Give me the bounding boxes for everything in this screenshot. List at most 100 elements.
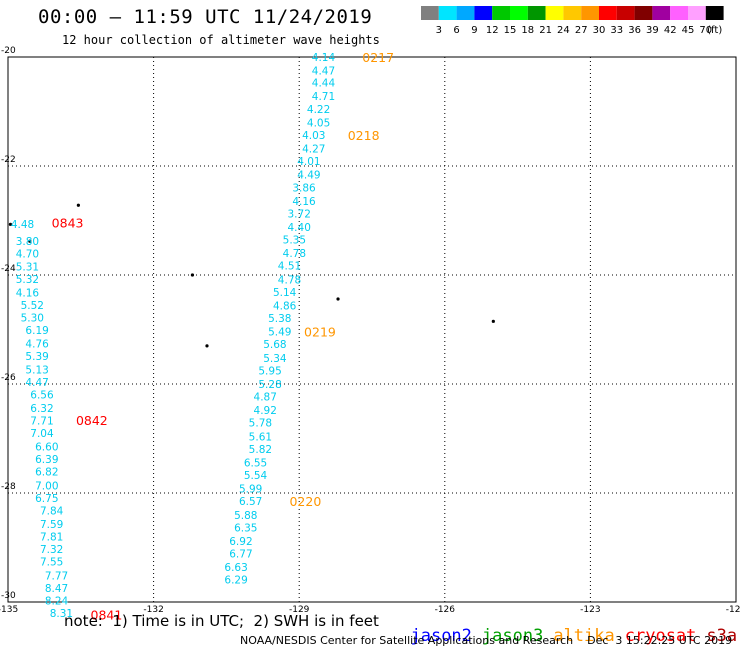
color-scale-tick: 24: [557, 25, 570, 36]
wave-height-label: 6.35: [234, 522, 257, 534]
color-scale-tick: 12: [486, 25, 499, 36]
color-swatch: [581, 6, 599, 20]
satellite-legend: jason2 jason3 altika cryosat s3a: [390, 606, 740, 646]
color-scale-tick: 39: [646, 25, 659, 36]
color-scale-tick: 27: [575, 25, 588, 36]
color-scale-tick: 6: [453, 25, 459, 36]
color-swatch: [421, 6, 439, 20]
island-dot: [336, 297, 340, 301]
wave-height-label: 6.92: [229, 536, 252, 548]
wave-height-label: 5.32: [16, 274, 39, 286]
color-swatch: [616, 6, 635, 20]
wave-height-label: 7.59: [40, 519, 63, 531]
wave-height-label: 4.86: [273, 301, 297, 313]
wave-height-label: 4.47: [312, 66, 335, 78]
y-tick-label: -20: [1, 46, 16, 56]
color-scale-tick: 30: [593, 25, 606, 36]
color-scale-tick: 21: [539, 25, 552, 36]
y-tick-label: -24: [1, 264, 16, 274]
legend-s3a: s3a: [706, 626, 738, 646]
wave-height-label: 5.68: [263, 339, 286, 351]
color-scale-tick: 33: [610, 25, 623, 36]
wave-height-label: 5.30: [21, 313, 44, 325]
pass-time-label: 0219: [304, 325, 336, 340]
wave-height-label: 4.48: [11, 219, 34, 231]
color-swatch: [492, 6, 510, 20]
wave-height-label: 4.44: [312, 78, 336, 90]
wave-height-label: 3.80: [16, 236, 39, 248]
wave-height-label: 6.57: [239, 496, 262, 508]
legend-cryosat: cryosat: [624, 626, 697, 646]
island-dot: [76, 203, 80, 207]
wave-height-label: 8.31: [50, 608, 73, 620]
pass-time-label: 0842: [76, 413, 108, 428]
color-scale-tick: 3: [436, 25, 442, 36]
wave-height-label: 6.82: [35, 467, 58, 479]
wave-height-label: 4.78: [278, 274, 301, 286]
wave-height-label: 6.19: [25, 325, 48, 337]
wave-height-label: 4.22: [307, 104, 330, 116]
wave-height-label: 4.78: [283, 248, 306, 260]
island-dot: [190, 273, 195, 277]
y-tick-label: -22: [1, 155, 16, 165]
legend-jason3: jason3: [481, 626, 544, 646]
legend-jason2: jason2: [410, 626, 472, 646]
color-swatch: [527, 6, 546, 20]
pass-time-label: 0220: [289, 494, 321, 509]
wave-height-label: 5.82: [249, 444, 272, 456]
wave-height-label: 7.00: [35, 480, 58, 492]
wave-height-label: 5.88: [234, 510, 257, 522]
pass-time-label: 0217: [362, 50, 394, 65]
wave-height-label: 6.77: [229, 548, 252, 560]
color-swatch: [510, 6, 528, 20]
wave-height-label: 4.27: [302, 144, 325, 156]
y-tick-label: -28: [1, 482, 16, 492]
x-tick-label: -126: [435, 605, 456, 615]
y-tick-label: -26: [1, 373, 16, 383]
page-title: 00:00 — 11:59 UTC 11/24/2019: [38, 6, 373, 28]
wave-height-label: 4.76: [25, 339, 49, 351]
wave-height-label: 4.47: [25, 377, 48, 389]
x-tick-label: -129: [289, 605, 310, 615]
units-note: note: 1) Time is in UTC; 2) SWH is in fe…: [64, 612, 379, 630]
wave-height-label: 4.51: [278, 261, 301, 273]
color-scale-bar: 3 6 9 12 15 18 21 24 27 30 33 36 39 42 45 70(ft): [421, 6, 724, 36]
wave-height-label: 3.72: [288, 208, 311, 220]
wave-height-label: 5.38: [268, 313, 291, 325]
wave-height-label: 6.63: [224, 562, 247, 574]
wave-height-label: 4.70: [16, 249, 39, 261]
pass-time-label: 0218: [348, 128, 380, 143]
page-subtitle: 12 hour collection of altimeter wave hei…: [62, 33, 380, 47]
wave-height-label: 5.14: [273, 287, 297, 299]
wave-height-label: 7.81: [40, 532, 63, 544]
color-scale-tick: 36: [628, 25, 641, 36]
color-scale-tick: 18: [521, 25, 534, 36]
color-swatch: [474, 6, 493, 20]
island-dot: [491, 319, 495, 323]
x-tick-label: -135: [0, 605, 18, 615]
wave-height-label: 5.35: [283, 235, 306, 247]
wave-height-label: 7.71: [30, 416, 53, 428]
wave-height-label: 5.34: [263, 353, 287, 365]
wave-height-label: 6.39: [35, 454, 58, 466]
wave-height-label: 5.61: [249, 431, 272, 443]
wave-height-label: 7.84: [40, 505, 64, 517]
island-dot: [28, 239, 32, 243]
color-swatch: [634, 6, 653, 20]
wave-height-label: 5.52: [21, 300, 44, 312]
wave-height-label: 5.49: [268, 327, 291, 339]
color-scale-tick: 45: [682, 25, 695, 36]
wave-height-label: 4.01: [297, 156, 320, 168]
wave-height-label: 3.86: [292, 182, 316, 194]
wave-height-label: 4.87: [254, 392, 277, 404]
wave-height-label: 6.29: [224, 575, 247, 587]
wave-height-label: 6.60: [35, 442, 58, 454]
color-swatch: [545, 6, 564, 20]
y-tick-label: -30: [1, 591, 16, 601]
wave-height-label: 4.40: [288, 222, 311, 234]
x-tick-label: -120: [726, 605, 740, 615]
wave-height-label: 5.99: [239, 484, 262, 496]
wave-height-label: 4.05: [307, 117, 330, 129]
wave-height-label: 8.47: [45, 583, 68, 595]
